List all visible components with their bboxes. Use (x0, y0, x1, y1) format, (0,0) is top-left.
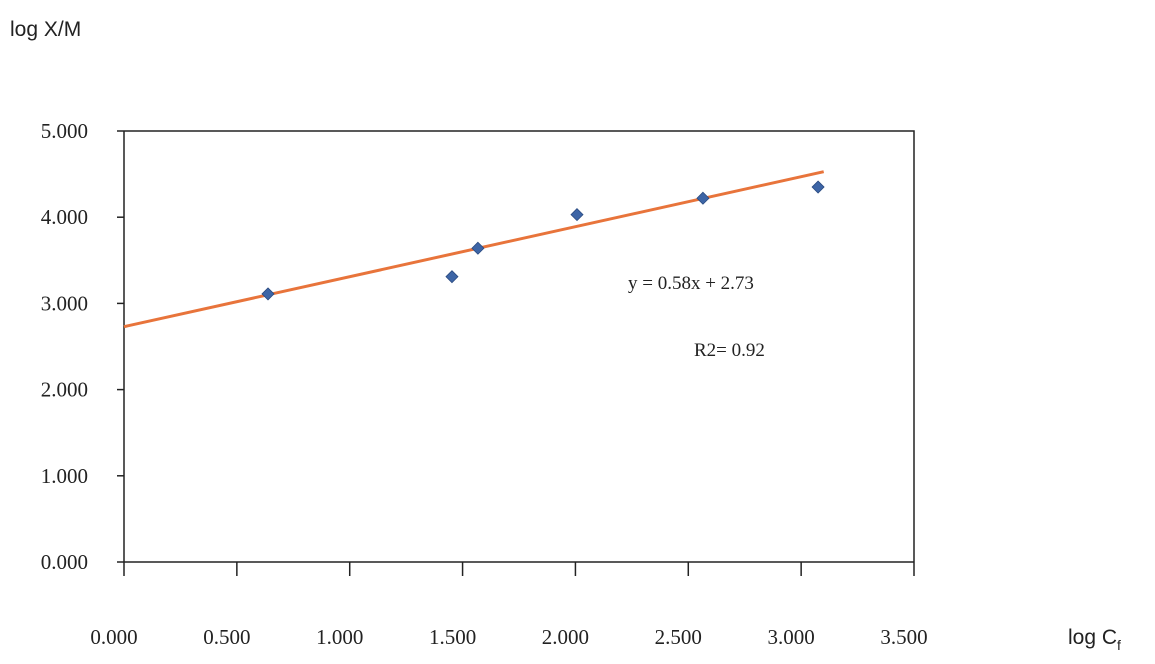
trend-equation: y = 0.58x + 2.73 (628, 273, 754, 294)
data-point (471, 241, 485, 255)
y-tick-label: 1.000 (41, 464, 88, 488)
r-squared: R2= 0.92 (694, 340, 765, 361)
data-point (696, 191, 710, 205)
x-tick-label: 3.500 (880, 625, 927, 649)
y-tick-label: 4.000 (41, 205, 88, 229)
x-tick-label: 0.500 (203, 625, 250, 649)
y-tick-label: 0.000 (41, 550, 88, 574)
x-tick-label: 2.500 (655, 625, 702, 649)
y-tick-label: 3.000 (41, 291, 88, 315)
x-axis-label-main: log C (1068, 626, 1117, 649)
x-tick-label: 3.000 (768, 625, 815, 649)
data-point (811, 180, 825, 194)
x-axis-label: log Cf (1068, 626, 1121, 653)
x-tick-label: 2.000 (542, 625, 589, 649)
y-axis-label: log X/M (10, 18, 81, 41)
x-tick-label: 1.500 (429, 625, 476, 649)
x-tick-label: 1.000 (316, 625, 363, 649)
x-axis-label-subscript: f (1117, 637, 1121, 653)
data-point (570, 208, 584, 222)
data-point (445, 270, 459, 284)
y-tick-label: 5.000 (41, 119, 88, 143)
plot-frame (124, 130, 915, 562)
y-tick-label: 2.000 (41, 378, 88, 402)
x-tick-label: 0.000 (90, 625, 137, 649)
data-point (261, 287, 275, 301)
